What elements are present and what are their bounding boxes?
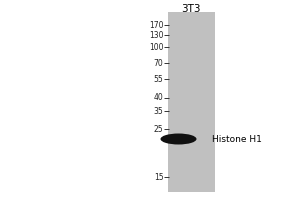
Text: 130: 130	[149, 30, 164, 40]
Ellipse shape	[160, 134, 196, 144]
Text: 15: 15	[154, 172, 164, 182]
Text: 55: 55	[154, 74, 164, 84]
Text: 25: 25	[154, 124, 164, 134]
Text: Histone H1: Histone H1	[212, 134, 261, 144]
Text: 35: 35	[154, 106, 164, 116]
Text: 70: 70	[154, 58, 164, 68]
Text: 40: 40	[154, 94, 164, 102]
Text: 100: 100	[149, 43, 164, 51]
Bar	[168, 12, 214, 192]
Text: 3T3: 3T3	[182, 4, 201, 14]
Text: 170: 170	[149, 21, 164, 29]
